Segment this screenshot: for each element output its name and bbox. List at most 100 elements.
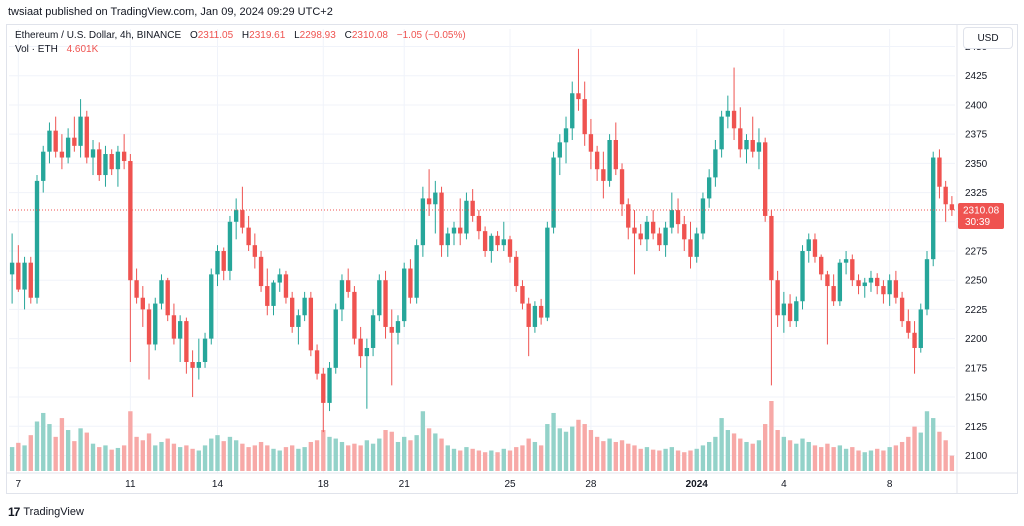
candle-body (526, 303, 531, 327)
candle-body (501, 239, 506, 246)
volume-bar (719, 418, 724, 471)
volume-bar (738, 438, 743, 471)
volume-bar (65, 430, 71, 471)
candle-body (451, 227, 457, 234)
volume-bar (53, 436, 58, 471)
volume-bar (669, 447, 675, 471)
candle-body (675, 210, 681, 225)
volume-bar (862, 452, 867, 471)
price-tick-label: 2100 (965, 451, 988, 462)
volume-bar (501, 448, 506, 471)
price-tick-label: 2275 (965, 247, 988, 258)
candle-body (881, 286, 886, 295)
time-tick-label: 11 (125, 479, 136, 490)
volume-bar (918, 432, 923, 471)
volume-bar (831, 447, 836, 471)
candle-body (302, 297, 307, 316)
candle-body (563, 128, 569, 143)
volume-bar (321, 430, 326, 471)
volume-bar (370, 443, 376, 471)
candle-body (153, 303, 158, 345)
candle-body (383, 280, 388, 327)
candle-body (177, 321, 183, 339)
volume-bar (451, 448, 457, 471)
volume-bar (171, 443, 177, 471)
candle-body (750, 140, 755, 152)
volume-label[interactable]: Vol · ETH (15, 44, 58, 55)
time-tick-label: 4 (781, 479, 787, 490)
volume-bar (215, 435, 220, 471)
candle-body (408, 268, 413, 298)
volume-bar (34, 421, 40, 471)
candle-body (912, 332, 917, 348)
price-tag-value: 2310.08 (963, 206, 1000, 217)
candle-body (682, 224, 687, 240)
volume-bar (931, 418, 936, 471)
volume-bar (538, 445, 544, 471)
candlestick-chart[interactable]: 2100212521502175220022252250227523002325… (7, 25, 1017, 493)
candle-body (28, 262, 33, 298)
candle-body (134, 280, 139, 298)
candle-body (607, 140, 612, 181)
candle-body (644, 221, 650, 240)
volume-bar (233, 440, 239, 471)
volume-bar (339, 441, 345, 471)
symbol-title[interactable]: Ethereum / U.S. Dollar, 4h, BINANCE (15, 30, 182, 41)
volume-bar (594, 436, 600, 471)
volume-bar (414, 435, 419, 471)
volume-bar (806, 441, 811, 471)
time-tick-label: 2024 (686, 479, 709, 490)
candle-body (59, 151, 65, 158)
open-label: O (189, 30, 198, 41)
price-tick-label: 2175 (965, 363, 988, 374)
candle-body (843, 259, 849, 263)
price-tick-label: 2325 (965, 188, 988, 199)
volume-bar (482, 452, 488, 471)
volume-bar (358, 445, 363, 471)
tradingview-logo-icon: 17 (8, 505, 20, 519)
footer-brand-label: TradingView (23, 506, 84, 518)
volume-bar (682, 452, 687, 471)
volume-bar (433, 433, 438, 471)
volume-bar (563, 431, 569, 471)
volume-bar (439, 438, 444, 471)
candle-body (899, 297, 905, 322)
candle-body (937, 157, 942, 187)
volume-bar (906, 436, 911, 471)
candle-body (370, 315, 376, 348)
candle-body (215, 251, 220, 275)
candle-body (825, 274, 830, 287)
high-label: H (241, 30, 250, 41)
volume-bar (302, 447, 307, 471)
candle-body (296, 315, 301, 327)
candle-body (557, 142, 562, 158)
candle-body (906, 321, 911, 333)
volume-bar (657, 450, 662, 471)
footer-brand[interactable]: 17 TradingView (8, 505, 84, 519)
volume-bar (495, 452, 500, 471)
volume-bar (153, 445, 158, 471)
candle-body (868, 277, 874, 283)
candle-body (333, 309, 338, 368)
volume-bar (196, 450, 202, 471)
volume-bar (843, 448, 849, 471)
currency-button[interactable]: USD (963, 27, 1013, 49)
volume-bar (246, 447, 251, 471)
candle-body (314, 350, 320, 374)
price-tick-label: 2225 (965, 305, 988, 316)
volume-bar (121, 445, 127, 471)
volume-bar (289, 445, 295, 471)
volume-bar (582, 424, 587, 471)
volume-bar (271, 448, 276, 471)
chart-frame[interactable]: 2100212521502175220022252250227523002325… (6, 24, 1018, 494)
volume-bar (252, 445, 258, 471)
candle-body (458, 227, 463, 234)
candle-body (439, 192, 444, 246)
volume-bar (551, 412, 556, 471)
volume-bar (912, 426, 917, 471)
candle-body (570, 93, 575, 129)
volume-bar (389, 431, 394, 471)
volume-bar (464, 447, 469, 471)
candle-body (240, 210, 245, 228)
time-tick-label: 8 (887, 479, 893, 490)
